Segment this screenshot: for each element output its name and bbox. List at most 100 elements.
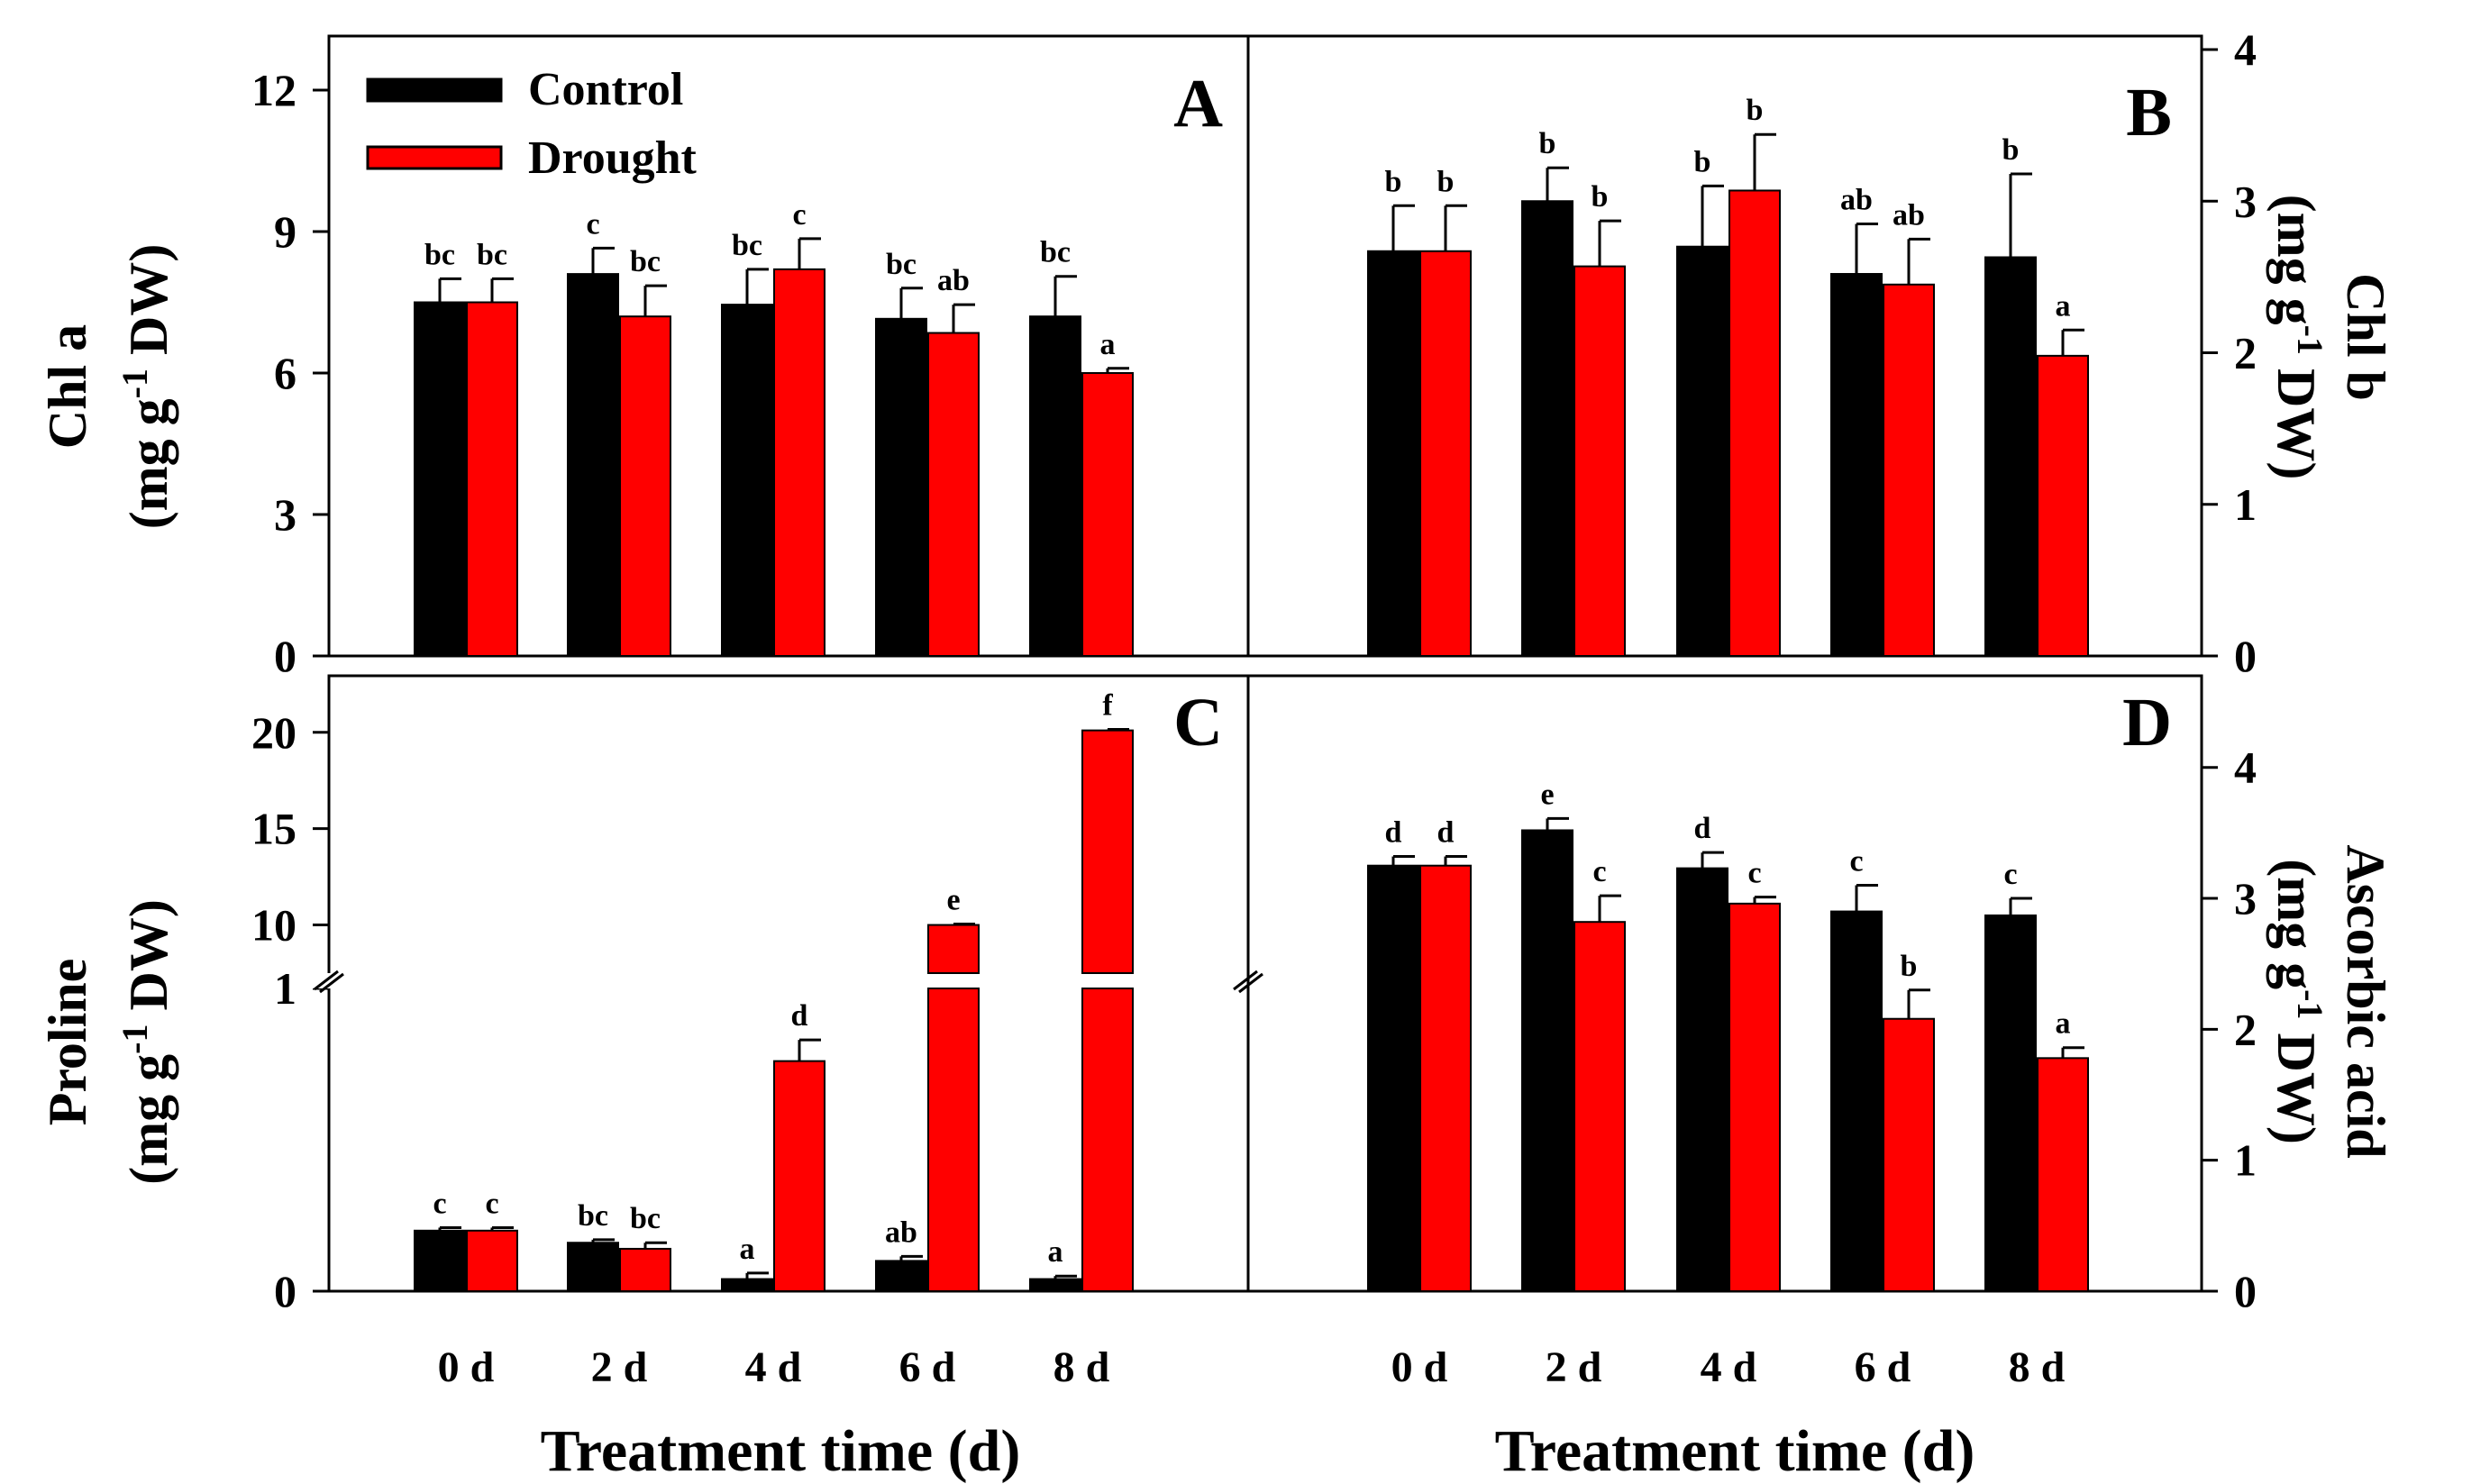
bar xyxy=(927,332,980,657)
bar xyxy=(721,304,773,657)
bar xyxy=(1883,1017,1935,1293)
bar xyxy=(1081,988,1134,1292)
significance-label: b xyxy=(1747,94,1764,127)
x-axis-title-right: Treatment time (d) xyxy=(1495,1418,1975,1484)
x-category-labels-right: 0 d 2 d 4 d 6 d 8 d xyxy=(1391,1343,2066,1391)
x-category-label: 8 d xyxy=(1053,1343,1110,1391)
significance-label: c xyxy=(433,1187,446,1220)
significance-label: b xyxy=(1539,127,1556,160)
panel-d: 0 1 2 3 4 d e d c c d c c b a D Ascorbic acid(mg g-1 DW) xyxy=(1246,674,2395,1316)
bar xyxy=(1728,189,1781,658)
panel-letter: D xyxy=(2122,685,2172,760)
bar xyxy=(721,1278,773,1293)
y-tick-label: 15 xyxy=(251,804,296,854)
y-tick-label: 2 xyxy=(2234,328,2257,378)
y-tick-label: 0 xyxy=(274,631,296,681)
significance-label: bc xyxy=(1040,236,1071,269)
significance-label: bc xyxy=(477,238,507,271)
significance-label: ab xyxy=(1893,198,1925,232)
x-category-label: 8 d xyxy=(2009,1343,2066,1391)
bar xyxy=(1573,921,1626,1292)
panel-b: 0 1 2 3 4 b b b ab b b b b ab a B Chl b(mg g-1 DW) xyxy=(1246,24,2395,681)
bar xyxy=(927,988,980,1292)
significance-label: b xyxy=(1694,145,1711,178)
axis-break-mark xyxy=(314,970,339,991)
x-category-label: 0 d xyxy=(1391,1343,1448,1391)
bar xyxy=(875,1260,927,1293)
panel-letter: A xyxy=(1173,66,1223,141)
legend-label-control: Control xyxy=(528,64,683,115)
bar xyxy=(1984,256,2037,657)
axis-break-mark xyxy=(1233,970,1258,991)
bar xyxy=(1883,283,1935,657)
significance-label: c xyxy=(485,1187,498,1220)
significance-label: d xyxy=(1385,816,1402,850)
bar xyxy=(2037,354,2089,657)
y-tick-label: 3 xyxy=(2234,873,2257,924)
bar xyxy=(1830,910,1883,1292)
bar xyxy=(1029,1278,1081,1293)
significance-label: a xyxy=(740,1233,755,1266)
significance-label: bc xyxy=(630,245,661,278)
significance-label: bc xyxy=(424,238,455,271)
y-tick-label: 12 xyxy=(251,65,296,115)
x-category-label: 0 d xyxy=(438,1343,495,1391)
significance-label: d xyxy=(791,999,808,1033)
y-tick-label: 3 xyxy=(274,489,296,540)
y-tick-label: 1 xyxy=(274,963,296,1014)
significance-label: bc xyxy=(578,1199,608,1233)
x-category-label: 2 d xyxy=(1546,1343,1602,1391)
y-axis-title: Chl b xyxy=(2336,273,2395,401)
significance-label: ab xyxy=(1840,183,1873,216)
bar xyxy=(875,317,927,657)
bar xyxy=(773,1060,825,1293)
bar xyxy=(1676,867,1728,1292)
significance-label: bc xyxy=(886,248,917,281)
bar xyxy=(567,1242,619,1292)
bar xyxy=(567,273,619,657)
significance-label: f xyxy=(1102,689,1113,723)
bar xyxy=(1419,864,1472,1292)
y-axis-title-units: (mg g-1 DW) xyxy=(114,899,178,1185)
significance-label: d xyxy=(1694,812,1711,845)
significance-label: bc xyxy=(732,229,762,262)
significance-label: e xyxy=(946,883,960,916)
bar xyxy=(1081,729,1134,974)
significance-label: a xyxy=(2056,1007,2071,1041)
y-tick-label: 4 xyxy=(2234,24,2257,75)
y-tick-label: 1 xyxy=(2234,479,2257,530)
x-category-label: 4 d xyxy=(745,1343,802,1391)
bar xyxy=(414,301,466,657)
significance-label: a xyxy=(1048,1235,1063,1269)
significance-label: e xyxy=(1540,778,1554,811)
legend-swatch-control xyxy=(366,77,503,103)
x-category-labels-left: 0 d 2 d 4 d 6 d 8 d xyxy=(438,1343,1110,1391)
significance-label: a xyxy=(1100,328,1116,361)
bar xyxy=(619,1247,671,1292)
significance-label: d xyxy=(1437,816,1455,850)
bar xyxy=(2037,1057,2089,1292)
bar xyxy=(466,1229,518,1293)
bar xyxy=(1728,902,1781,1293)
x-category-label: 4 d xyxy=(1701,1343,1757,1391)
x-category-label: 6 d xyxy=(1855,1343,1911,1391)
significance-label: c xyxy=(2003,858,2017,891)
panel-letter: B xyxy=(2126,75,2172,150)
panel-letter: C xyxy=(1173,685,1223,760)
bar xyxy=(1521,829,1573,1293)
legend-swatch-drought xyxy=(366,145,503,170)
bar xyxy=(1573,265,1626,657)
legend: Control Drought xyxy=(366,64,698,184)
bar xyxy=(1367,864,1419,1292)
significance-label: ab xyxy=(937,264,970,297)
significance-label: bc xyxy=(630,1202,661,1235)
bar xyxy=(466,301,518,657)
y-axis-title: Chl a xyxy=(38,324,97,449)
bar xyxy=(927,924,980,975)
y-axis-title: Proline xyxy=(38,959,97,1126)
bar xyxy=(1984,914,2037,1292)
y-tick-label: 10 xyxy=(251,900,296,951)
